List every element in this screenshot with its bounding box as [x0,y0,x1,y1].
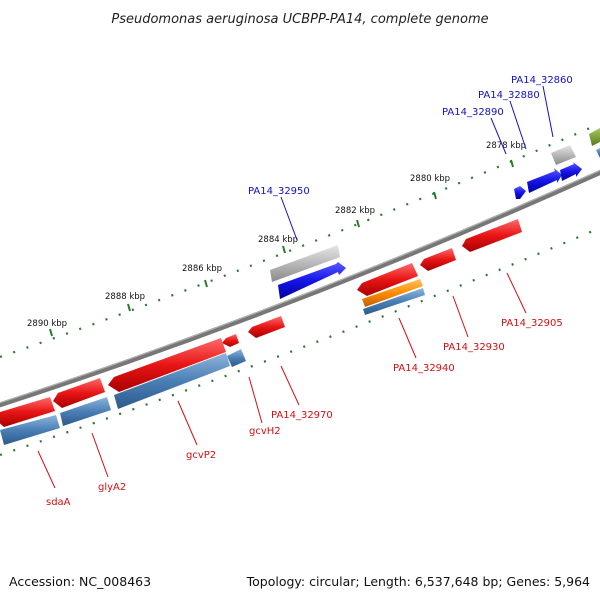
leader-pa14-32970 [280,365,300,406]
tick-label-2890: 2890 kbp [27,319,67,329]
leader-pa14-32905 [506,272,527,314]
gene-pa14-32880[interactable] [527,168,562,193]
gene-label-pa14-32970: PA14_32970 [271,410,333,421]
gene-pa14-32860[interactable] [560,162,582,181]
leader-lines [37,85,554,489]
gene-label-pa14-32950: PA14_32950 [248,186,310,197]
tick-label-2888: 2888 kbp [105,292,145,302]
gene-steel-feature-5[interactable] [0,415,60,445]
accession-text: Accession: NC_008463 [9,574,151,589]
gene-label-pa14-32890: PA14_32890 [442,107,504,118]
genome-backbone-highlight [0,169,600,404]
gene-label-glyA2: glyA2 [98,482,126,493]
major-ticks [49,159,514,337]
gene-label-pa14-32905: PA14_32905 [501,318,563,329]
gene-pa14-32890[interactable] [514,186,526,199]
leader-pa14-32860 [542,85,554,138]
tick-label-2884: 2884 kbp [258,235,298,245]
leader-gcvP2 [177,400,198,446]
tick-mark-2890 [49,328,53,337]
gene-pa14-32940[interactable] [357,263,418,296]
tick-mark-2888 [127,303,131,312]
gene-pa14-32950[interactable] [278,262,346,299]
gene-label-pa14-32930: PA14_32930 [443,342,505,353]
tick-label-2878: 2878 kbp [486,141,526,151]
leader-pa14-32940 [398,317,417,359]
tick-label-2882: 2882 kbp [335,206,375,216]
leader-glyA2 [91,432,109,478]
gene-label-sdaA: sdaA [46,497,71,508]
gene-pa14-32930[interactable] [420,248,456,271]
genome-backbone [0,169,600,408]
gene-steel-feature-1[interactable] [363,288,425,315]
gene-label-gcvP2: gcvP2 [186,450,216,461]
tick-mark-2878 [510,159,514,168]
gene-gcvH2[interactable] [222,334,239,347]
tick-label-2880: 2880 kbp [410,174,450,184]
tick-label-2886: 2886 kbp [182,264,222,274]
gene-pa14-32950-pseudo[interactable] [270,245,340,282]
topology-text: Topology: circular; Length: 6,537,648 bp… [246,574,590,589]
tick-mark-2880 [433,191,437,200]
gene-label-gcvH2: gcvH2 [249,426,281,437]
gene-label-pa14-32880: PA14_32880 [478,90,540,101]
gene-olive-feature[interactable] [589,128,600,146]
gene-orange-feature[interactable] [362,279,423,307]
gene-label-pa14-32940: PA14_32940 [393,363,455,374]
leader-pa14-32950 [280,196,298,241]
leader-pa14-32930 [452,295,469,338]
map-title: Pseudomonas aeruginosa UCBPP-PA14, compl… [111,12,488,27]
gene-gcvP2[interactable] [108,338,226,392]
leader-sdaA [37,450,56,489]
tick-mark-2882 [356,219,360,228]
gene-sdaA[interactable] [0,397,55,427]
gene-label-pa14-32860: PA14_32860 [511,75,573,86]
leader-pa14-32890 [490,117,507,155]
tick-mark-2884 [282,245,286,254]
leader-pa14-32880 [509,100,527,150]
gene-steel-feature-4[interactable] [60,397,111,426]
tick-mark-2886 [204,279,208,288]
gene-pa14-32970[interactable] [248,316,285,338]
gene-edge-feature[interactable] [596,148,600,158]
gene-glyA2[interactable] [53,378,105,408]
gene-steel-feature-3[interactable] [114,353,230,409]
gene-pa14-32880-pseudo[interactable] [551,145,576,165]
gene-steel-feature-2[interactable] [227,349,246,367]
gene-pa14-32905[interactable] [462,219,522,252]
leader-gcvH2 [248,376,263,424]
